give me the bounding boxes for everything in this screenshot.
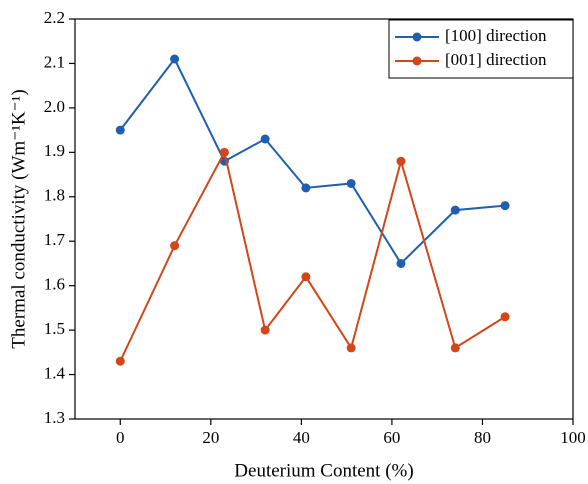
data-point: [301, 183, 311, 193]
data-point: [346, 178, 356, 188]
y-tick-label: 1.3: [44, 408, 65, 427]
y-tick-label: 1.6: [44, 275, 65, 294]
x-tick-label: 20: [202, 428, 219, 447]
y-tick-label: 2.1: [44, 52, 65, 71]
legend-label: [100] direction: [445, 26, 547, 45]
y-tick-label: 1.8: [44, 186, 65, 205]
legend-marker: [412, 56, 422, 66]
data-point: [170, 241, 180, 251]
data-point: [115, 356, 125, 366]
y-tick-label: 1.9: [44, 141, 65, 160]
data-point: [170, 54, 180, 64]
x-tick-label: 0: [116, 428, 125, 447]
y-tick-label: 1.4: [44, 363, 66, 382]
data-point: [396, 156, 406, 166]
y-tick-label: 2.0: [44, 97, 65, 116]
data-point: [500, 201, 510, 211]
y-tick-label: 1.7: [44, 230, 66, 249]
data-point: [260, 325, 270, 335]
data-point: [219, 147, 229, 157]
data-point: [260, 134, 270, 144]
data-point: [450, 343, 460, 353]
legend: [100] direction [001] direction: [388, 19, 574, 79]
y-axis-label: Thermal conductivity (Wm⁻¹K⁻¹): [8, 89, 29, 348]
x-tick-label: 100: [560, 428, 586, 447]
legend-label: [001] direction: [445, 50, 547, 69]
series-line: [119, 149, 506, 362]
legend-marker: [412, 32, 422, 42]
data-point: [500, 312, 510, 322]
x-tick-label: 40: [293, 428, 310, 447]
x-tick-label: 80: [474, 428, 491, 447]
legend-box: [388, 19, 574, 79]
data-point: [396, 258, 406, 268]
data-point: [115, 125, 125, 135]
y-tick-label: 1.5: [44, 319, 65, 338]
series-line: [119, 57, 506, 266]
y-tick-label: 2.2: [44, 8, 65, 27]
data-point: [450, 205, 460, 215]
x-axis-label: Deuterium Content (%): [234, 460, 413, 481]
data-point: [301, 272, 311, 282]
data-point: [346, 343, 356, 353]
plot-frame: [74, 18, 574, 420]
x-tick-label: 60: [383, 428, 400, 447]
